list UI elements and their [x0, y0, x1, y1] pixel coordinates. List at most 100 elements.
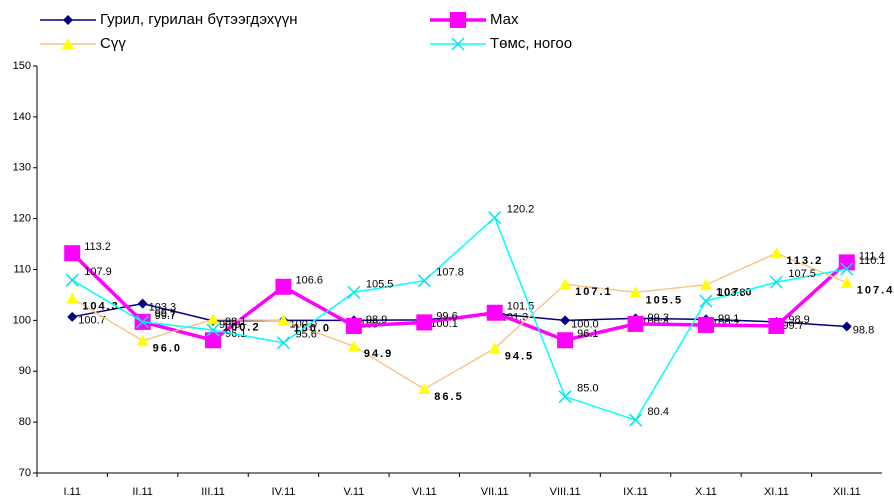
x-tick-label: VI.11 — [412, 486, 437, 498]
legend-label: Гурил, гурилан бүтээгдэхүүн — [100, 11, 298, 28]
series-marker — [627, 315, 644, 332]
data-label: 103.8 — [718, 287, 746, 299]
legend-marker — [63, 15, 73, 25]
x-tick-label: X.11 — [695, 486, 717, 498]
series-marker — [417, 274, 431, 288]
data-label: 105.5 — [366, 278, 394, 290]
series-marker — [840, 262, 854, 276]
series-marker — [559, 278, 572, 290]
y-tick-label: 100 — [13, 314, 31, 326]
x-tick-label: IV.11 — [272, 486, 296, 498]
series-marker — [275, 278, 292, 295]
data-label: 99.1 — [718, 313, 739, 325]
data-label: 110.1 — [859, 255, 886, 267]
data-label: 99.7 — [155, 308, 176, 320]
data-label: 103.3 — [149, 301, 177, 313]
series-line — [71, 216, 847, 421]
series-marker — [699, 278, 712, 290]
series-marker — [347, 285, 361, 299]
series-marker — [66, 292, 79, 304]
series-line — [70, 251, 848, 343]
data-label: 106.6 — [295, 275, 323, 287]
series-marker — [841, 321, 852, 332]
series-marker — [347, 340, 360, 352]
legend-marker — [450, 12, 466, 28]
y-tick-label: 140 — [13, 111, 31, 123]
series-marker — [629, 413, 643, 427]
series-marker — [277, 314, 290, 326]
series-marker — [488, 211, 502, 225]
series-marker — [560, 315, 571, 326]
data-label: 100.0 — [571, 318, 599, 330]
series-marker — [416, 314, 433, 331]
series-marker — [136, 334, 149, 346]
data-label: 107.9 — [84, 266, 112, 278]
data-label: 95.6 — [295, 329, 316, 341]
data-label: 80.4 — [648, 406, 669, 418]
data-label: 99.6 — [436, 310, 457, 322]
x-tick-label: XI.11 — [764, 486, 789, 498]
series-marker — [137, 298, 148, 309]
data-label: 107.8 — [436, 267, 464, 279]
data-label: 113.2 — [84, 241, 111, 253]
y-tick-label: 70 — [19, 467, 31, 479]
series-marker — [345, 317, 362, 334]
legend-label: Сүү — [100, 35, 126, 52]
series-marker — [205, 332, 222, 349]
x-tick-label: IX.11 — [623, 486, 648, 498]
data-label: 111.4 — [859, 250, 885, 262]
series-marker — [65, 273, 79, 287]
series-marker — [838, 254, 855, 271]
legend-label: Мах — [490, 11, 519, 28]
x-tick-label: V.11 — [343, 486, 364, 498]
data-label: 101.3 — [501, 312, 529, 324]
series-marker — [840, 276, 853, 288]
data-label: 96.1 — [577, 328, 598, 340]
series-marker — [418, 383, 431, 395]
series-marker — [558, 390, 572, 404]
data-label: 98.9 — [366, 314, 387, 326]
series-marker — [206, 323, 220, 337]
data-label: 99.7 — [155, 310, 176, 322]
y-tick-label: 90 — [19, 365, 31, 377]
legend-marker — [62, 38, 74, 49]
data-label: 113.2 — [786, 255, 823, 267]
series-line — [71, 252, 848, 390]
data-label: 100.2 — [223, 321, 261, 333]
data-label: 101.5 — [507, 301, 535, 313]
y-tick-label: 130 — [13, 162, 31, 174]
data-label: 100.0 — [289, 318, 317, 330]
series-marker — [136, 315, 150, 329]
series-marker — [769, 275, 783, 289]
legend-marker — [451, 37, 465, 51]
series-marker — [488, 342, 501, 354]
series-marker — [276, 336, 290, 350]
series-marker — [697, 316, 714, 333]
data-label: 100.7 — [78, 315, 106, 327]
data-label: 105.5 — [646, 294, 684, 306]
series-marker — [770, 247, 783, 259]
y-tick-label: 80 — [19, 416, 31, 428]
x-tick-label: III.11 — [201, 486, 225, 498]
data-label: 94.5 — [505, 350, 534, 362]
data-label: 100.0 — [293, 322, 331, 334]
data-label: 99.7 — [782, 320, 803, 332]
data-label: 107.1 — [575, 286, 613, 298]
data-label: 107.5 — [788, 268, 816, 280]
y-tick-label: 120 — [13, 213, 31, 225]
legend-label: Төмс, ногоо — [490, 35, 572, 52]
data-label: 98.9 — [788, 314, 809, 326]
data-label: 94.9 — [364, 348, 393, 360]
x-tick-label: VIII.11 — [550, 486, 581, 498]
x-tick-label: XII.11 — [833, 486, 861, 498]
data-label: 98.1 — [225, 316, 246, 328]
series-marker — [64, 245, 81, 262]
data-label: 107.4 — [857, 285, 894, 297]
x-tick-label: II.11 — [132, 486, 153, 498]
y-tick-label: 110 — [13, 263, 31, 275]
series-marker — [699, 294, 713, 308]
y-tick-label: 150 — [13, 60, 31, 72]
data-label: 86.5 — [434, 391, 463, 403]
series-marker — [207, 313, 220, 325]
